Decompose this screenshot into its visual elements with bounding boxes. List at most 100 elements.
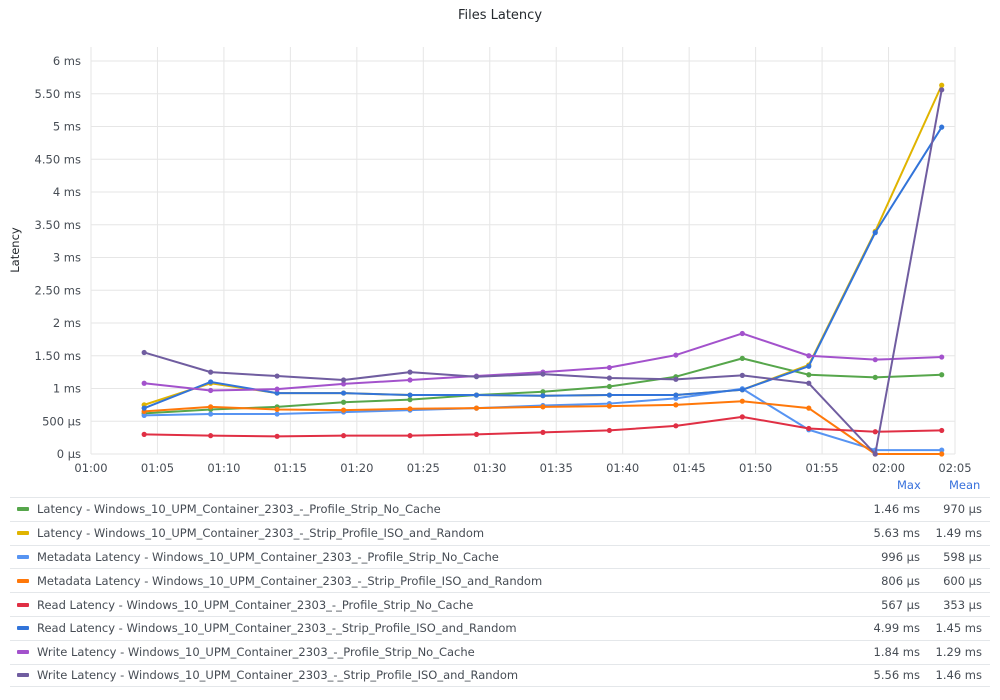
legend-row[interactable]: Write Latency - Windows_10_UPM_Container…: [10, 639, 990, 664]
data-point[interactable]: [872, 451, 878, 457]
data-point[interactable]: [939, 87, 945, 93]
legend-row[interactable]: Metadata Latency - Windows_10_UPM_Contai…: [10, 568, 990, 592]
data-point[interactable]: [939, 82, 945, 88]
latency-line-chart[interactable]: 0 µs 500 µs 1 ms 1.50 ms 2 ms 2.50 ms 3 ms 3.50…: [0, 0, 1000, 500]
data-point[interactable]: [739, 398, 745, 404]
data-point[interactable]: [540, 393, 546, 399]
data-point[interactable]: [606, 392, 613, 398]
legend-series-name[interactable]: Read Latency - Windows_10_UPM_Container_…: [37, 621, 517, 636]
data-point[interactable]: [407, 392, 413, 398]
data-point[interactable]: [208, 411, 214, 417]
panel-title[interactable]: Files Latency: [457, 8, 543, 23]
data-point[interactable]: [274, 390, 280, 396]
data-point[interactable]: [806, 425, 812, 432]
legend-row[interactable]: Read Latency - Windows_10_UPM_Container_…: [10, 592, 990, 616]
legend-color-swatch[interactable]: [17, 626, 29, 631]
data-point[interactable]: [739, 414, 745, 420]
data-point[interactable]: [473, 405, 480, 411]
legend-color-swatch[interactable]: [17, 507, 29, 512]
data-point[interactable]: [806, 380, 812, 386]
data-point[interactable]: [872, 230, 878, 236]
data-point[interactable]: [473, 392, 480, 398]
data-point[interactable]: [208, 433, 214, 439]
data-point[interactable]: [274, 406, 280, 413]
data-point[interactable]: [939, 354, 945, 360]
data-point[interactable]: [407, 397, 413, 403]
data-point[interactable]: [274, 433, 280, 439]
legend-header-max[interactable]: Max: [897, 478, 921, 492]
data-point[interactable]: [540, 389, 546, 395]
legend-series-name[interactable]: Metadata Latency - Windows_10_UPM_Contai…: [37, 573, 543, 588]
data-point[interactable]: [673, 423, 679, 429]
data-point[interactable]: [340, 377, 347, 383]
data-point[interactable]: [407, 377, 413, 383]
data-point[interactable]: [939, 427, 945, 434]
data-point[interactable]: [806, 353, 812, 359]
legend-series-name[interactable]: Metadata Latency - Windows_10_UPM_Contai…: [37, 549, 499, 564]
legend-color-swatch[interactable]: [17, 673, 29, 678]
legend-series-name[interactable]: Latency - Windows_10_UPM_Container_2303_…: [37, 526, 485, 541]
legend-row[interactable]: Latency - Windows_10_UPM_Container_2303_…: [10, 497, 990, 521]
legend-row[interactable]: Write Latency - Windows_10_UPM_Container…: [10, 663, 990, 688]
data-point[interactable]: [141, 431, 147, 437]
data-point[interactable]: [606, 375, 613, 381]
data-point[interactable]: [739, 355, 745, 361]
data-point[interactable]: [739, 387, 745, 393]
data-point[interactable]: [141, 405, 147, 411]
legend-series-name[interactable]: Write Latency - Windows_10_UPM_Container…: [37, 645, 475, 660]
data-point[interactable]: [806, 405, 812, 411]
data-point[interactable]: [340, 399, 347, 405]
data-point[interactable]: [606, 364, 613, 371]
legend-row[interactable]: Latency - Windows_10_UPM_Container_2303_…: [10, 520, 990, 545]
data-point[interactable]: [872, 374, 878, 380]
data-point[interactable]: [407, 369, 413, 375]
data-point[interactable]: [739, 330, 745, 337]
legend-row[interactable]: Metadata Latency - Windows_10_UPM_Contai…: [10, 544, 990, 569]
data-point[interactable]: [274, 411, 280, 417]
data-point[interactable]: [606, 383, 613, 390]
data-point[interactable]: [141, 412, 147, 418]
data-point[interactable]: [673, 392, 679, 398]
data-point[interactable]: [673, 352, 679, 358]
data-point[interactable]: [208, 387, 214, 394]
data-point[interactable]: [274, 386, 280, 392]
data-point[interactable]: [872, 357, 878, 363]
legend-series-name[interactable]: Latency - Windows_10_UPM_Container_2303_…: [37, 502, 441, 517]
legend-color-swatch[interactable]: [17, 554, 29, 559]
legend-row[interactable]: Read Latency - Windows_10_UPM_Container_…: [10, 615, 990, 640]
legend-color-swatch[interactable]: [17, 531, 29, 536]
data-point[interactable]: [274, 373, 280, 379]
data-point[interactable]: [407, 406, 413, 412]
data-point[interactable]: [806, 363, 812, 369]
data-point[interactable]: [340, 390, 347, 396]
data-point[interactable]: [606, 427, 613, 434]
legend-color-swatch[interactable]: [17, 650, 29, 655]
data-point[interactable]: [939, 451, 945, 457]
data-point[interactable]: [141, 380, 147, 386]
data-point[interactable]: [340, 433, 347, 439]
data-point[interactable]: [606, 403, 613, 409]
data-point[interactable]: [473, 431, 480, 437]
data-point[interactable]: [739, 372, 745, 378]
data-point[interactable]: [473, 374, 480, 380]
data-point[interactable]: [340, 407, 347, 413]
data-point[interactable]: [540, 429, 546, 435]
data-point[interactable]: [673, 376, 679, 382]
data-point[interactable]: [540, 371, 546, 377]
data-point[interactable]: [540, 404, 546, 410]
data-point[interactable]: [806, 372, 812, 378]
data-point[interactable]: [939, 447, 945, 453]
data-point[interactable]: [208, 369, 214, 375]
legend-series-name[interactable]: Write Latency - Windows_10_UPM_Container…: [37, 668, 519, 683]
legend-header-mean[interactable]: Mean: [949, 478, 981, 492]
data-point[interactable]: [407, 433, 413, 439]
data-point[interactable]: [939, 124, 945, 130]
legend-color-swatch[interactable]: [17, 602, 29, 607]
data-point[interactable]: [673, 402, 679, 408]
legend-series-name[interactable]: Read Latency - Windows_10_UPM_Container_…: [37, 597, 474, 612]
data-point[interactable]: [340, 381, 347, 387]
data-point[interactable]: [939, 372, 945, 378]
data-point[interactable]: [208, 379, 214, 385]
data-point[interactable]: [208, 404, 214, 410]
data-point[interactable]: [141, 349, 147, 356]
